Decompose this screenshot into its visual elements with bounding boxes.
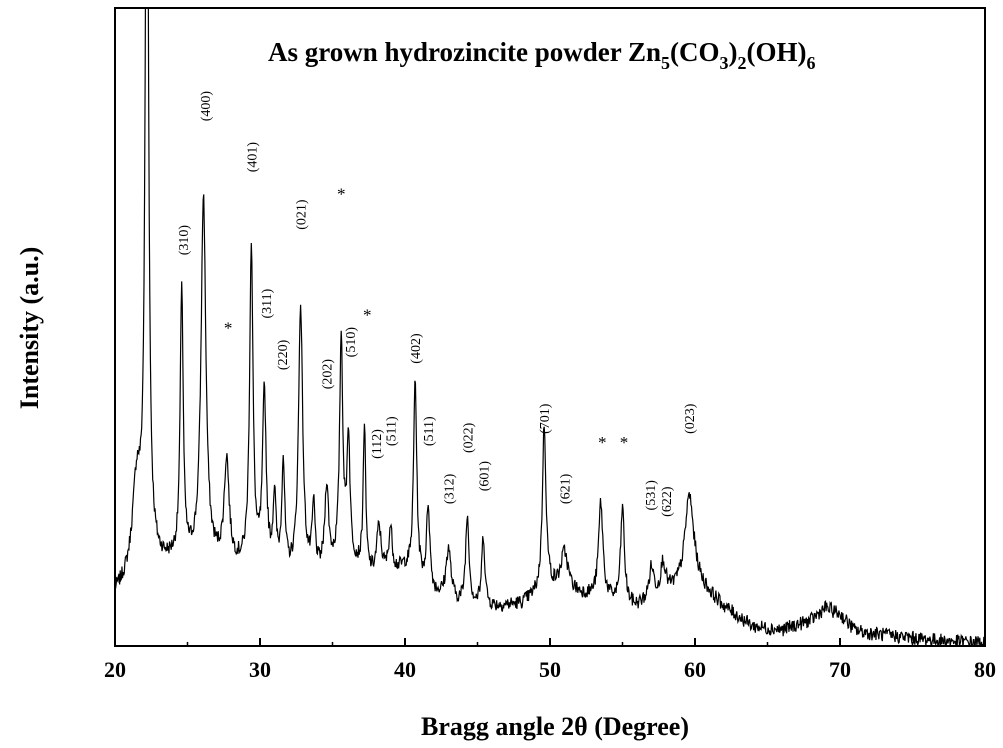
star-mark: * [620,433,629,452]
peak-label: (022) [461,422,476,453]
x-tick-label: 80 [974,657,996,682]
star-mark: * [363,306,372,325]
x-axis-title: Bragg angle 2θ (Degree) [421,712,689,741]
impurity-star-marks: * * * * * [224,184,628,452]
peak-label: (310) [177,225,192,256]
peak-label: (701) [538,403,553,434]
star-mark: * [224,318,233,337]
x-tick-label: 60 [684,657,706,682]
peak-label: (311) [260,288,275,318]
peak-labels: (111)(310)(400)(401)(311)(220)(021)(202)… [177,91,698,517]
star-mark: * [598,433,607,452]
peak-label: (312) [443,473,458,504]
xrd-pattern-line [116,9,984,645]
peak-label: (220) [276,339,291,370]
peak-label: (601) [477,461,492,492]
peak-label: (023) [683,403,698,434]
x-tick-label: 30 [249,657,271,682]
x-tick-label: 20 [104,657,126,682]
peak-label: (402) [409,333,424,364]
peak-label: (401) [245,142,260,173]
peak-label: (531) [644,480,659,511]
peak-label: (400) [199,91,214,122]
star-mark: * [337,184,346,203]
x-axis-tick-labels: 20 30 40 50 60 70 80 [104,657,996,682]
x-axis-ticks [114,638,986,646]
chart-title: As grown hydrozincite powder Zn5(CO3)2(O… [268,37,816,73]
x-tick-label: 40 [394,657,416,682]
peak-label: (621) [559,473,574,504]
peak-label: (021) [295,199,310,230]
plot-frame [114,7,986,647]
peak-label: (510) [344,327,359,358]
x-tick-label: 50 [539,657,561,682]
peak-label: (511) [385,416,400,446]
y-axis-title: Intensity (a.u.) [15,247,44,410]
peak-label: (511) [422,416,437,446]
x-tick-label: 70 [829,657,851,682]
peak-label: (112) [370,429,385,459]
peak-label: (622) [660,486,675,517]
peak-label: (202) [321,359,336,390]
